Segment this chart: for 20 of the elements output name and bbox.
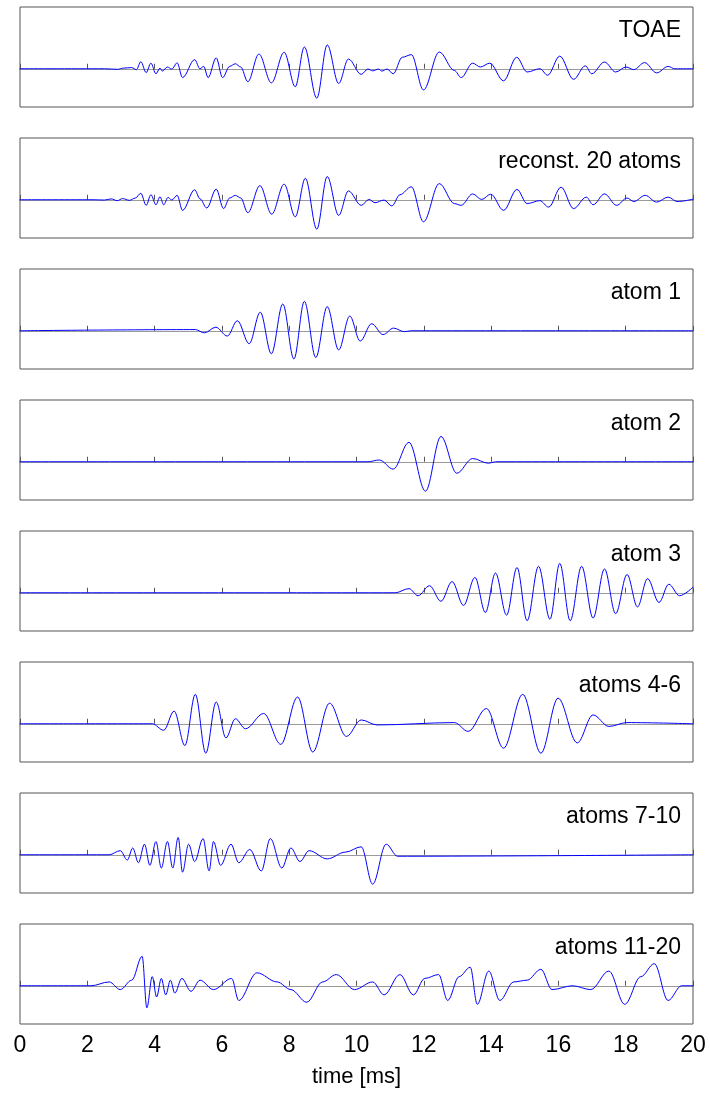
chart-title: atom 2 (610, 408, 682, 435)
chart-title: atom 3 (610, 539, 682, 566)
chart-title: reconst. 20 atoms (498, 146, 681, 173)
x-tick-label: 2 (80, 1030, 94, 1057)
x-tick-label: 14 (478, 1030, 505, 1057)
x-tick-label: 16 (545, 1030, 572, 1057)
x-tick-label: 10 (343, 1030, 370, 1057)
x-tick-label: 8 (282, 1030, 296, 1057)
x-tick-label: 6 (215, 1030, 229, 1057)
x-axis-title: time [ms] (311, 1062, 402, 1088)
chart-title: TOAE (618, 15, 682, 42)
x-tick-label: 4 (148, 1030, 162, 1057)
chart-title: atoms 7-10 (565, 801, 682, 828)
chart-title: atoms 11-20 (554, 932, 681, 959)
x-tick-label: 18 (612, 1030, 639, 1057)
x-tick-label: 12 (411, 1030, 437, 1057)
x-tick-label: 20 (680, 1030, 706, 1057)
x-tick-label: 0 (13, 1030, 27, 1057)
chart-title: atoms 4-6 (578, 670, 681, 697)
chart-title: atom 1 (610, 277, 682, 304)
